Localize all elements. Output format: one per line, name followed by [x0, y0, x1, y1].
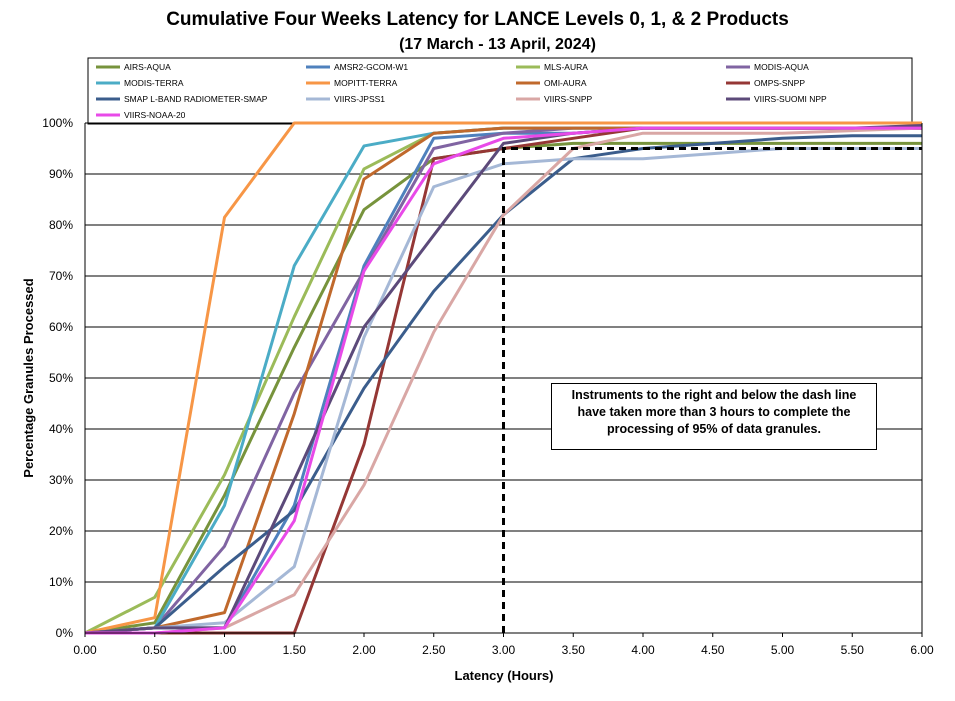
legend-item-label: AIRS-AQUA [124, 62, 171, 72]
threshold-dashed-line [502, 147, 922, 633]
legend-item-label: VIIRS-SNPP [544, 94, 593, 104]
y-tick-label: 50% [49, 371, 73, 385]
threshold-line [502, 147, 922, 633]
y-tick-label: 60% [49, 320, 73, 334]
series-line-viirs-noaa-20 [85, 126, 922, 635]
legend-item-label: MODIS-AQUA [754, 62, 809, 72]
legend-item-label: MODIS-TERRA [124, 78, 184, 88]
x-tick-label: 2.00 [352, 643, 376, 657]
y-tick-label: 90% [49, 167, 73, 181]
legend: AIRS-AQUA AMSR2-GCOM-W1 MLS-AURA MODIS-AQUA… [96, 62, 827, 120]
x-tick-label: 3.00 [492, 643, 516, 657]
x-tick-label: 5.00 [771, 643, 795, 657]
x-tick-label: 3.50 [562, 643, 586, 657]
x-tick-label: 1.50 [283, 643, 307, 657]
chart-subtitle: (17 March - 13 April, 2024) [399, 36, 596, 53]
x-tick-label: 5.50 [841, 643, 865, 657]
x-tick-label: 1.00 [213, 643, 237, 657]
x-tick-label: 4.50 [701, 643, 725, 657]
legend-item-label: VIIRS-NOAA-20 [124, 110, 186, 120]
y-tick-label: 100% [42, 116, 73, 130]
y-tick-label: 30% [49, 473, 73, 487]
x-tick-label: 2.50 [422, 643, 446, 657]
legend-box [87, 57, 913, 125]
y-tick-label: 70% [49, 269, 73, 283]
x-tick-label: 6.00 [910, 643, 934, 657]
annotation-box: Instruments to the right and below the d… [551, 383, 877, 450]
x-tick-label: 4.00 [631, 643, 655, 657]
x-tick-label: 0.00 [73, 643, 97, 657]
y-axis-label: Percentage Granules Processed [21, 278, 36, 477]
y-tick-label: 0% [56, 626, 74, 640]
x-axis-label: Latency (Hours) [455, 668, 554, 683]
legend-item-label: AMSR2-GCOM-W1 [334, 62, 408, 72]
y-tick-label: 10% [49, 575, 73, 589]
legend-item-label: MLS-AURA [544, 62, 588, 72]
legend-item-label: OMI-AURA [544, 78, 587, 88]
legend-item-label: SMAP L-BAND RADIOMETER-SMAP [124, 94, 268, 104]
legend-item-label: OMPS-SNPP [754, 78, 805, 88]
x-tick-label: 0.50 [143, 643, 167, 657]
y-tick-label: 40% [49, 422, 73, 436]
axes: 0% 10% 20% 30% 40% 50% 60% 70% 80% 90% 100% 0.00 0.5… [42, 116, 934, 657]
legend-item-label: MOPITT-TERRA [334, 78, 398, 88]
y-tick-label: 80% [49, 218, 73, 232]
chart-title: Cumulative Four Weeks Latency for LANCE … [166, 9, 789, 30]
series-line-mopitt-terra [84, 121, 922, 635]
y-tick-label: 20% [49, 524, 73, 538]
legend-item-label: VIIRS-SUOMI NPP [754, 94, 827, 104]
legend-item-label: VIIRS-JPSS1 [334, 94, 385, 104]
